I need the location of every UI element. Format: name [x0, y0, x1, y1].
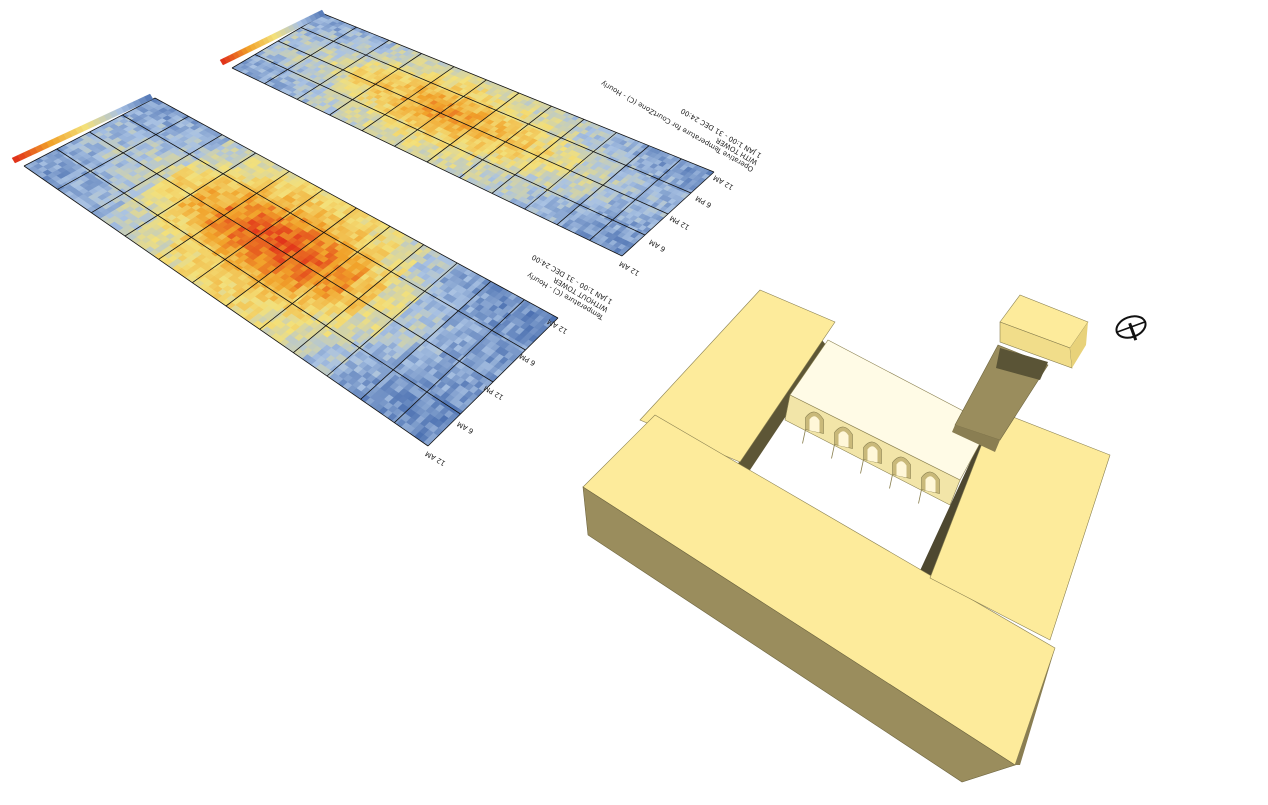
grid-line: [323, 13, 715, 173]
grid-line: [89, 131, 494, 383]
time-label: 6 AM: [648, 238, 667, 254]
legend-swatch: [317, 9, 326, 18]
time-label: 12 PM: [668, 214, 691, 232]
heatmap-grid: [23, 97, 559, 447]
arcade: [802, 411, 940, 504]
time-label: 6 PM: [518, 352, 537, 367]
grid-line: [56, 148, 461, 415]
time-label: 6 AM: [456, 420, 475, 436]
time-label: 12 AM: [712, 173, 735, 191]
heatmap-cell: [423, 437, 434, 446]
north-arrow-icon[interactable]: [1113, 312, 1151, 345]
grid-line: [122, 114, 526, 351]
heatmap-without-tower[interactable]: 12 AM 6 AM 12 PM 6 PM 12 AM Temperature …: [11, 93, 615, 467]
arch: [889, 456, 911, 489]
time-label: 6 PM: [694, 194, 713, 209]
heatmap-legend: [11, 93, 154, 164]
tower-cap-end: [1070, 322, 1088, 368]
tower-shaft-front: [952, 425, 1000, 452]
arch: [831, 426, 853, 459]
heatmap-grid: [231, 13, 715, 257]
east-wing-top: [929, 409, 1111, 641]
arch: [918, 471, 940, 504]
grid-line: [277, 40, 669, 215]
grid-line: [300, 27, 692, 194]
legend-swatch: [143, 93, 154, 102]
building-massing[interactable]: [582, 289, 1111, 783]
grid-line: [154, 97, 559, 319]
arch: [860, 441, 882, 474]
time-label: 12 AM: [618, 259, 641, 277]
time-label: 12 AM: [424, 449, 447, 467]
tower-opening: [996, 348, 1048, 380]
south-wing-side-end: [1015, 648, 1055, 765]
grid-line: [254, 54, 646, 236]
south-wing-side-front: [582, 486, 1016, 783]
grid-line: [231, 67, 623, 257]
time-label: 12 AM: [546, 317, 569, 335]
grid-line: [23, 165, 429, 447]
time-label: 12 PM: [482, 384, 505, 402]
arch: [802, 411, 824, 444]
heatmap-legend: [219, 9, 326, 66]
heatmap-with-tower[interactable]: 12 AM 6 AM 12 PM 6 PM 12 AM Operative Te…: [219, 9, 763, 277]
